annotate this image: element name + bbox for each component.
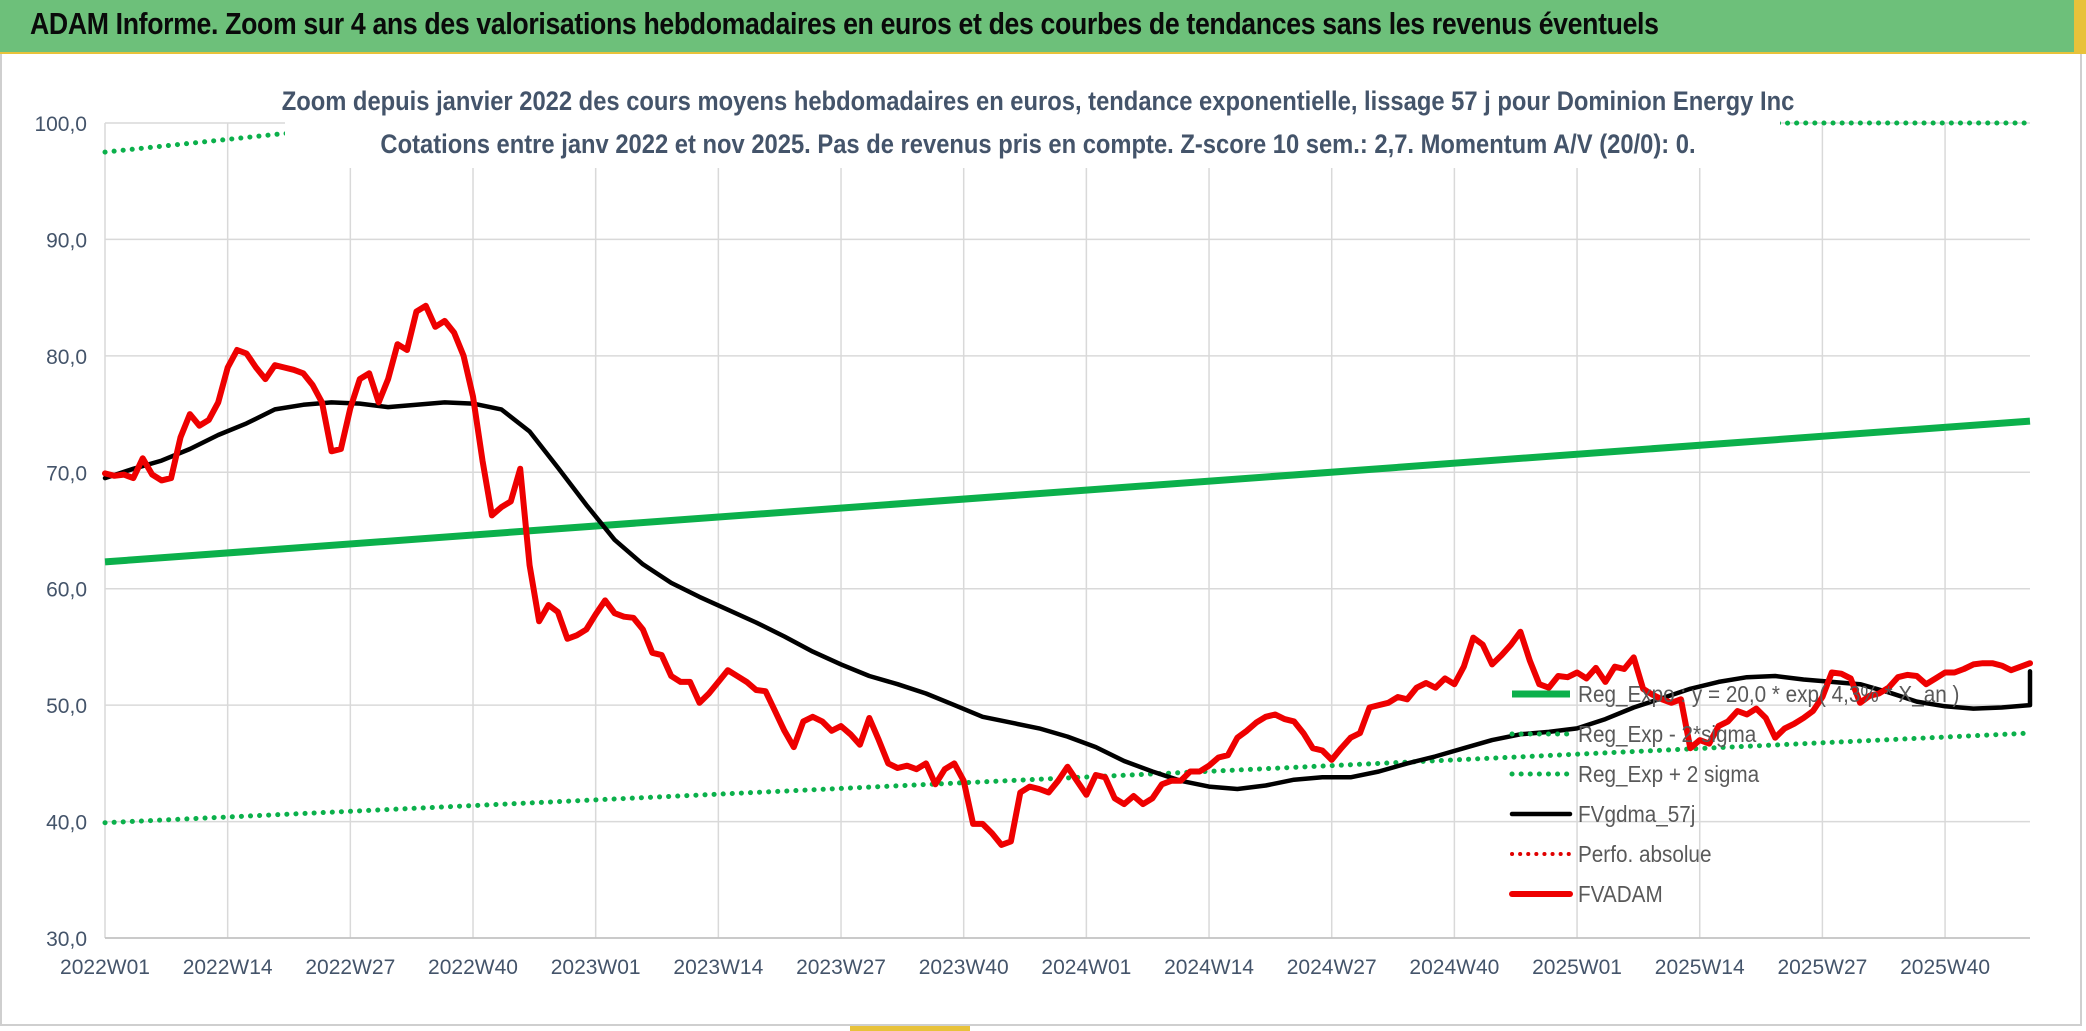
title-backdrop (285, 76, 1780, 168)
legend-label-reg_minus: Reg_Exp - 2*sigma (1578, 721, 1757, 747)
legend-label-fvadam: FVADAM (1578, 881, 1663, 907)
legend-label-reg_exp: Reg_Expo : y = 20,0 * exp( 4,3% * X_an ) (1578, 681, 1959, 707)
report-banner-title: ADAM Informe. Zoom sur 4 ans des valoris… (30, 6, 1659, 41)
x-tick-label: 2022W14 (183, 956, 273, 979)
x-tick-label: 2025W01 (1532, 956, 1622, 979)
y-tick-label: 100,0 (34, 113, 87, 136)
legend-label-perfo: Perfo. absolue (1578, 841, 1711, 867)
series-line-reg_minus (102, 730, 2033, 826)
y-tick-label: 90,0 (46, 229, 87, 252)
chart-title: Zoom depuis janvier 2022 des cours moyen… (282, 87, 1795, 117)
x-tick-label: 2024W14 (1164, 956, 1254, 979)
x-tick-label: 2023W40 (919, 956, 1009, 979)
x-tick-label: 2024W27 (1287, 956, 1377, 979)
y-tick-label: 80,0 (46, 346, 87, 369)
y-tick-label: 70,0 (46, 462, 87, 485)
x-tick-label: 2022W01 (60, 956, 150, 979)
x-tick-label: 2024W01 (1041, 956, 1131, 979)
chart-subtitle: Cotations entre janv 2022 et nov 2025. P… (380, 130, 1695, 160)
chart-legend: Reg_Expo : y = 20,0 * exp( 4,3% * X_an )… (1509, 681, 1959, 907)
x-tick-label: 2025W27 (1777, 956, 1867, 979)
chart-titles: Zoom depuis janvier 2022 des cours moyen… (282, 76, 1795, 168)
series-line-reg_exp (104, 417, 2031, 566)
series-line-fvadam (102, 302, 2033, 848)
x-tick-label: 2024W40 (1409, 956, 1499, 979)
chart-axes: 30,0 40,0 50,0 60,0 70,0 80,0 90,0 100,0 2022W01… (34, 113, 2030, 979)
x-tick-label: 2023W14 (673, 956, 763, 979)
x-tick-label: 2022W40 (428, 956, 518, 979)
y-tick-label: 30,0 (46, 928, 87, 951)
bottom-accent (850, 1026, 970, 1031)
bottom-border (0, 1026, 2086, 1031)
y-tick-label: 60,0 (46, 579, 87, 602)
y-tick-label: 40,0 (46, 812, 87, 835)
x-tick-label: 2025W14 (1655, 956, 1745, 979)
x-tick-label: 2023W27 (796, 956, 886, 979)
chart-frame (0, 54, 2082, 1026)
legend-label-fvgdma: FVgdma_57j (1578, 801, 1695, 827)
x-tick-label: 2022W27 (305, 956, 395, 979)
legend-label-reg_plus: Reg_Exp + 2 sigma (1578, 761, 1760, 787)
report-banner: ADAM Informe. Zoom sur 4 ans des valoris… (0, 0, 2086, 54)
chart-grid (104, 122, 2030, 939)
y-tick-label: 50,0 (46, 695, 87, 718)
x-tick-label: 2023W01 (551, 956, 641, 979)
x-tick-label: 2025W40 (1900, 956, 1990, 979)
